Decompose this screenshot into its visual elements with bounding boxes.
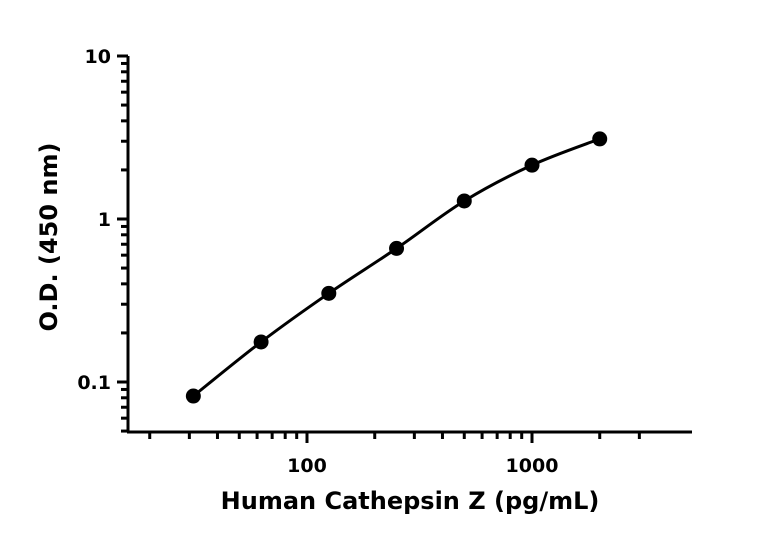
data-point [456, 193, 472, 209]
data-point [253, 334, 269, 350]
data-points [185, 131, 608, 404]
data-point [592, 131, 608, 147]
y-tick-label: 10 [85, 46, 111, 68]
y-tick-label: 0.1 [77, 372, 111, 394]
data-point [185, 388, 201, 404]
data-point [321, 285, 337, 301]
y-axis-title: O.D. (450 nm) [35, 143, 63, 332]
x-axis-ticks [148, 432, 641, 443]
x-tick-label: 100 [287, 455, 327, 477]
data-point [389, 240, 405, 256]
x-axis-title: Human Cathepsin Z (pg/mL) [221, 487, 600, 515]
x-tick-label: 1000 [506, 455, 559, 477]
data-point [524, 157, 540, 173]
y-axis-tick-labels: 0.1 1 10 [77, 46, 111, 394]
y-axis-ticks [117, 54, 128, 433]
y-tick-label: 1 [98, 209, 111, 231]
x-axis-tick-labels: 100 1000 [287, 455, 558, 477]
fit-curve [192, 137, 601, 398]
